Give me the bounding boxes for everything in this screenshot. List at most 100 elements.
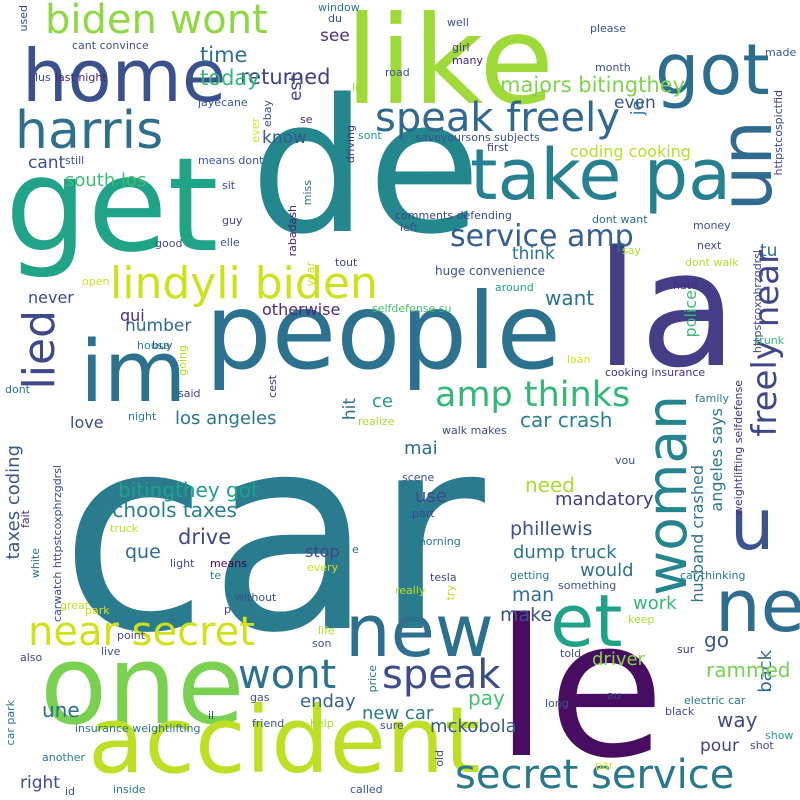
word-tu: tu: [760, 241, 778, 261]
word-use: use: [415, 486, 447, 507]
word-tout: tout: [335, 256, 358, 269]
word-freely: freely: [745, 340, 785, 437]
word-bitingthey-got: bitingthey got: [118, 478, 259, 502]
word-miss: miss: [301, 180, 314, 206]
word-se: se: [300, 113, 313, 126]
word-schools-taxes: schools taxes: [102, 498, 237, 522]
word-number: number: [125, 316, 192, 336]
word-mandatory: mandatory: [555, 489, 654, 510]
word-well: well: [447, 16, 469, 29]
word-show: show: [765, 729, 794, 742]
word-friend: friend: [252, 717, 285, 730]
word-dump-truck: dump truck: [513, 542, 617, 563]
word-good: good: [155, 237, 183, 250]
word-dont: dont: [5, 383, 30, 396]
word-shot: shot: [750, 739, 774, 752]
word-speak: speak: [382, 652, 501, 698]
word-light: light: [170, 557, 195, 570]
word-black: black: [665, 705, 695, 718]
word-home: home: [22, 34, 227, 118]
word-taxes-coding: taxes coding: [3, 445, 24, 560]
word-girl: girl: [452, 41, 470, 54]
word-lied: lied: [14, 310, 65, 390]
word-money: money: [693, 219, 731, 232]
word-means: means: [210, 557, 247, 570]
word-going: going: [176, 345, 189, 376]
word-mai: mai: [404, 438, 438, 459]
word-comments-defending: comments defending: [395, 209, 512, 222]
word-lindyli-biden: lindyli biden: [110, 258, 378, 309]
word-time: time: [200, 43, 248, 67]
word-mckobola: mckobola: [430, 716, 517, 737]
word-hit: hit: [340, 398, 360, 421]
word-also: also: [20, 651, 43, 664]
word-harris: harris: [15, 101, 164, 161]
word-que: que: [125, 541, 161, 563]
word-window: window: [318, 1, 360, 14]
word-police: police: [681, 290, 700, 338]
word-point: point: [117, 629, 146, 642]
word-au: au: [607, 689, 621, 702]
word-je: je: [628, 100, 648, 116]
word-got: got: [655, 29, 770, 111]
word-new-car: new car: [362, 703, 434, 724]
word-another: another: [42, 751, 86, 764]
word-le: le: [495, 579, 665, 800]
word-secret-service: secret service: [455, 752, 735, 798]
word-last-night: last night: [55, 71, 107, 84]
word-way: way: [717, 708, 758, 732]
word-de: de: [250, 59, 482, 275]
word-id: id: [65, 785, 76, 798]
word-let: let: [352, 81, 367, 94]
word-et: et: [550, 579, 623, 663]
word-said: said: [178, 387, 201, 400]
word-fait: fait: [19, 510, 32, 528]
word-pour: pour: [700, 736, 739, 756]
word-ne: ne: [715, 564, 800, 648]
word-p: p: [224, 603, 231, 616]
word-get: get: [5, 129, 219, 281]
word-cant: cant: [28, 153, 66, 173]
word-many: many: [452, 54, 483, 67]
word-drive: drive: [178, 525, 232, 549]
word-would: would: [580, 560, 634, 581]
word-work: work: [633, 593, 677, 614]
word-morning: morning: [415, 535, 461, 548]
word-house: house: [137, 339, 171, 352]
word-see: see: [320, 26, 350, 46]
word-old: old: [433, 750, 446, 767]
word-weightlifting-selfdefense: weightlifting selfdefense: [732, 380, 745, 515]
word-wont: wont: [238, 652, 337, 698]
word-enday: enday: [300, 691, 356, 712]
word-pay: pay: [468, 686, 505, 710]
word-made: made: [765, 46, 797, 59]
word-near-secret: near secret: [28, 609, 255, 655]
word-majors-bitingthey: majors bitingthey: [500, 73, 686, 97]
word-loan: loan: [567, 353, 591, 366]
word-called: called: [350, 783, 383, 796]
word-biden-wont: biden wont: [45, 0, 268, 43]
word-los-angeles: los angeles: [175, 408, 277, 429]
word-hate: hate: [673, 279, 698, 292]
word-scene: scene: [402, 471, 435, 484]
word-sit: sit: [222, 179, 236, 192]
word-never: never: [28, 288, 74, 307]
word-try: try: [444, 585, 457, 601]
word-something: something: [558, 579, 617, 592]
word-ce: ce: [372, 391, 393, 412]
word-tesla: tesla: [430, 571, 457, 584]
word-u: u: [730, 484, 775, 566]
word-elle: elle: [220, 236, 240, 249]
word-today: today: [200, 66, 260, 90]
word-sure: sure: [380, 719, 404, 732]
word-need: need: [525, 473, 575, 497]
word-take-pa: take pa: [470, 134, 732, 216]
word-white: white: [29, 548, 42, 579]
word-without: without: [235, 591, 277, 604]
word-vou: vou: [615, 454, 636, 467]
word-electric-car: electric car: [684, 694, 746, 707]
word-rammed: rammed: [706, 658, 791, 682]
word-night: night: [128, 410, 157, 423]
word-cant-convince: cant convince: [72, 39, 149, 52]
